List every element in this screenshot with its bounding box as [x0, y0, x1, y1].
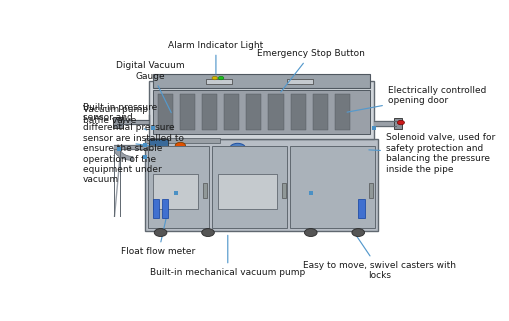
Circle shape — [212, 76, 217, 80]
Text: Electrically controlled
opening door: Electrically controlled opening door — [347, 86, 485, 112]
FancyBboxPatch shape — [113, 117, 123, 128]
FancyBboxPatch shape — [282, 183, 286, 198]
Text: Built-in pressure
sensor and
differential pressure
sensor are installed to
ensur: Built-in pressure sensor and differentia… — [82, 103, 183, 185]
FancyBboxPatch shape — [145, 139, 377, 231]
FancyBboxPatch shape — [312, 94, 327, 130]
FancyBboxPatch shape — [290, 94, 305, 130]
FancyBboxPatch shape — [152, 199, 159, 218]
FancyBboxPatch shape — [180, 94, 194, 130]
FancyBboxPatch shape — [152, 74, 370, 88]
FancyBboxPatch shape — [393, 117, 402, 129]
Circle shape — [351, 229, 364, 237]
Text: Vacuum pump
baffle valve: Vacuum pump baffle valve — [82, 105, 148, 130]
Circle shape — [397, 120, 404, 125]
FancyBboxPatch shape — [145, 138, 219, 143]
FancyBboxPatch shape — [217, 175, 277, 209]
FancyBboxPatch shape — [161, 199, 168, 218]
Circle shape — [154, 229, 166, 237]
Text: Float flow meter: Float flow meter — [121, 211, 195, 256]
Circle shape — [175, 142, 185, 149]
FancyBboxPatch shape — [149, 81, 373, 139]
Circle shape — [229, 143, 245, 153]
FancyBboxPatch shape — [206, 79, 231, 84]
FancyBboxPatch shape — [369, 183, 372, 198]
Text: Easy to move, swivel casters with
locks: Easy to move, swivel casters with locks — [303, 235, 456, 280]
Polygon shape — [114, 149, 133, 160]
FancyBboxPatch shape — [152, 91, 370, 134]
FancyBboxPatch shape — [334, 94, 349, 130]
Circle shape — [304, 229, 317, 237]
FancyBboxPatch shape — [203, 183, 207, 198]
FancyBboxPatch shape — [268, 94, 283, 130]
Text: Emergency Stop Button: Emergency Stop Button — [257, 49, 364, 92]
FancyBboxPatch shape — [224, 94, 239, 130]
Text: Digital Vacuum
Gauge: Digital Vacuum Gauge — [116, 61, 185, 113]
Circle shape — [201, 229, 214, 237]
FancyBboxPatch shape — [149, 139, 167, 149]
FancyBboxPatch shape — [289, 146, 374, 228]
Circle shape — [218, 76, 223, 80]
Text: Solenoid valve, used for
safety protection and
balancing the pressure
inside the: Solenoid valve, used for safety protecti… — [368, 133, 494, 174]
FancyBboxPatch shape — [157, 94, 173, 130]
FancyBboxPatch shape — [147, 146, 208, 228]
FancyBboxPatch shape — [246, 94, 261, 130]
Text: Built-in mechanical vacuum pump: Built-in mechanical vacuum pump — [150, 235, 305, 277]
FancyBboxPatch shape — [357, 199, 364, 218]
FancyBboxPatch shape — [202, 94, 217, 130]
FancyBboxPatch shape — [152, 175, 198, 209]
FancyBboxPatch shape — [287, 79, 312, 84]
Text: Alarm Indicator Light: Alarm Indicator Light — [168, 41, 263, 74]
FancyBboxPatch shape — [212, 146, 287, 228]
